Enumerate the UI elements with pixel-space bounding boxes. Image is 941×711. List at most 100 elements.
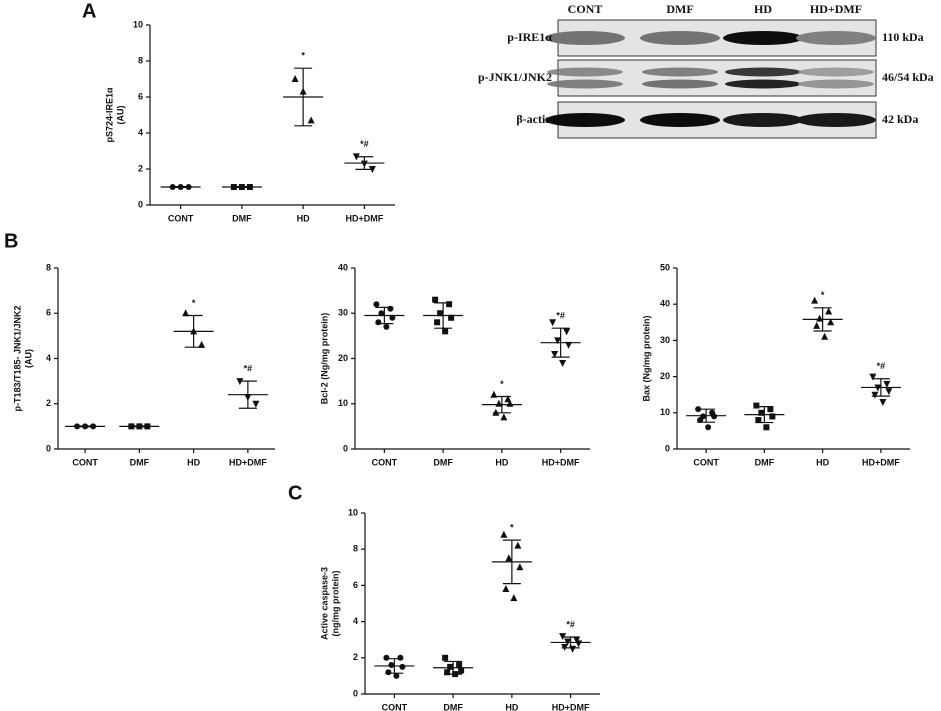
y-tick-label: 2 [46, 398, 51, 408]
x-tick-label: CONT [372, 457, 398, 467]
x-tick-label: HD [495, 457, 508, 467]
x-tick-label: HD+DMF [229, 457, 267, 467]
y-tick-label: 0 [665, 443, 670, 453]
blot-band [796, 113, 876, 127]
data-point [378, 310, 385, 317]
blot-size-label: 42 kDa [882, 112, 918, 126]
y-tick-label: 30 [660, 335, 670, 345]
y-tick-label: 50 [660, 262, 670, 272]
data-point [502, 585, 510, 593]
y-tick-label: 10 [338, 398, 348, 408]
y-tick-label: 4 [353, 616, 358, 626]
data-point [575, 640, 583, 648]
data-point [442, 328, 449, 335]
y-axis-label: (AU) [115, 106, 125, 125]
x-tick-label: HD [505, 702, 518, 711]
data-point [505, 554, 513, 562]
y-tick-label: 6 [353, 580, 358, 590]
y-tick-label: 40 [660, 299, 670, 309]
data-point [291, 75, 299, 82]
data-point [387, 305, 394, 312]
data-point [500, 530, 508, 538]
x-tick-label: DMF [443, 702, 463, 711]
data-point [442, 654, 449, 661]
significance-label: *# [556, 311, 565, 321]
y-tick-label: 8 [46, 262, 51, 272]
y-tick-label: 0 [46, 443, 51, 453]
data-point [753, 402, 760, 409]
blot-band [642, 67, 718, 77]
y-axis-label: (ng/mg protein) [330, 571, 340, 637]
panel-label: B [4, 230, 18, 252]
data-point [763, 424, 770, 431]
data-point [813, 321, 821, 329]
data-point [373, 301, 380, 308]
data-point [559, 360, 567, 368]
x-tick-label: HD [297, 213, 310, 223]
data-point [549, 319, 557, 327]
blot-band [545, 113, 625, 127]
data-point [375, 319, 382, 326]
y-tick-label: 40 [338, 262, 348, 272]
data-point [811, 296, 819, 304]
data-point [252, 400, 260, 408]
blot-row-label: p-IRE1α [507, 30, 552, 44]
data-point [388, 662, 395, 669]
x-tick-label: HD+DMF [542, 457, 580, 467]
significance-label: *# [877, 361, 886, 371]
data-point [705, 424, 712, 431]
y-tick-label: 8 [138, 55, 143, 65]
blot-band [547, 67, 623, 77]
y-axis-label: pS724-IRE1α [104, 87, 114, 143]
significance-label: * [510, 523, 514, 533]
chart: 0 2 4 6 8 10 Active caspase-3 (ng/mg protein) CO… [319, 507, 600, 711]
blot-band [723, 31, 803, 45]
blot-column-label: DMF [666, 2, 693, 16]
chart: 0 10 20 30 40 50 Bax (Ng/mg protein) CONT DMF HD *… [641, 262, 910, 467]
x-tick-label: HD+DMF [862, 457, 900, 467]
data-point [563, 328, 571, 336]
blot-band [798, 79, 874, 89]
data-point [767, 406, 774, 413]
data-point [514, 541, 522, 549]
y-tick-label: 0 [353, 688, 358, 698]
data-point [879, 398, 887, 406]
data-point [444, 669, 451, 676]
data-point [758, 409, 765, 416]
data-point [573, 636, 581, 644]
x-tick-label: HD+DMF [346, 213, 384, 223]
y-tick-label: 30 [338, 308, 348, 318]
data-point [397, 654, 404, 661]
blot-band [547, 79, 623, 89]
data-point [399, 663, 406, 670]
blot-size-label: 110 kDa [882, 30, 924, 44]
x-tick-label: DMF [232, 213, 252, 223]
y-tick-label: 10 [660, 407, 670, 417]
y-axis-label: p-T183/T185- JNK1/JNK2 [12, 305, 22, 411]
y-tick-label: 10 [133, 19, 143, 29]
y-tick-label: 0 [343, 443, 348, 453]
chart: 0 2 4 6 8 10 pS724-IRE1α (AU) CONT DMF HD * HD+DMF *# [104, 19, 395, 223]
data-point [434, 319, 441, 326]
chart: 0 10 20 30 40 Bcl-2 (Ng/mg protein) CONT DMF HD *… [319, 262, 590, 467]
significance-label: *# [244, 364, 253, 374]
data-point [447, 663, 454, 670]
x-tick-label: DMF [130, 457, 150, 467]
y-tick-label: 20 [338, 353, 348, 363]
blot-frame [557, 59, 877, 97]
panel-label: A [82, 0, 96, 22]
data-point [437, 310, 444, 317]
x-tick-label: HD+DMF [552, 702, 590, 711]
data-point [458, 667, 465, 674]
significance-label: * [192, 298, 196, 308]
data-point [389, 314, 396, 321]
blot-row-label: β-actin [516, 112, 552, 126]
x-tick-label: CONT [382, 702, 408, 711]
blot-band [545, 31, 625, 45]
blot-row-label: p-JNK1/JNK2 [478, 70, 552, 84]
significance-label: * [301, 51, 305, 61]
blot-size-label: 46/54 kDa [882, 70, 934, 84]
blot-band [725, 67, 801, 77]
data-point [551, 350, 559, 358]
